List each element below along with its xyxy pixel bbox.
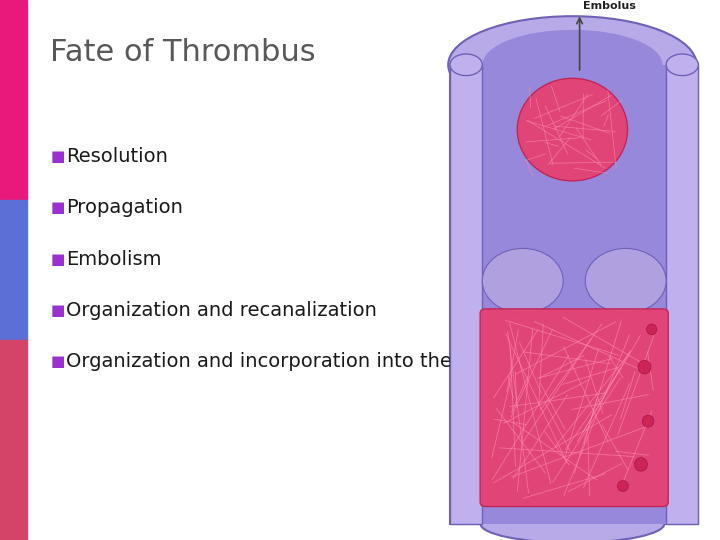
Ellipse shape xyxy=(618,481,629,491)
Text: Fate of Thrombus: Fate of Thrombus xyxy=(50,38,316,67)
Bar xyxy=(0,340,27,540)
Text: Embolism: Embolism xyxy=(66,249,162,269)
Ellipse shape xyxy=(585,248,666,313)
Ellipse shape xyxy=(647,324,657,335)
Text: Organization and incorporation into the wall: Organization and incorporation into the … xyxy=(66,352,498,372)
Text: ■: ■ xyxy=(50,303,65,318)
Text: ■: ■ xyxy=(50,200,65,215)
Ellipse shape xyxy=(448,16,696,113)
Text: Resolution: Resolution xyxy=(66,147,168,166)
Ellipse shape xyxy=(642,415,654,427)
Ellipse shape xyxy=(482,248,563,313)
Text: ■: ■ xyxy=(50,149,65,164)
FancyBboxPatch shape xyxy=(450,65,698,524)
Bar xyxy=(450,65,482,524)
Text: Organization and recanalization: Organization and recanalization xyxy=(66,301,377,320)
Bar xyxy=(0,0,27,200)
Bar xyxy=(666,65,698,524)
Text: ■: ■ xyxy=(50,252,65,267)
Ellipse shape xyxy=(480,505,665,540)
Bar xyxy=(0,200,27,340)
Bar xyxy=(482,65,666,524)
Text: Propagation: Propagation xyxy=(66,198,183,218)
FancyBboxPatch shape xyxy=(480,309,668,507)
Ellipse shape xyxy=(450,54,482,76)
Ellipse shape xyxy=(517,78,628,181)
Ellipse shape xyxy=(634,457,647,471)
Ellipse shape xyxy=(482,30,662,100)
Ellipse shape xyxy=(638,361,651,374)
Text: ■: ■ xyxy=(50,354,65,369)
Text: Embolus: Embolus xyxy=(583,1,636,11)
Ellipse shape xyxy=(666,54,698,76)
